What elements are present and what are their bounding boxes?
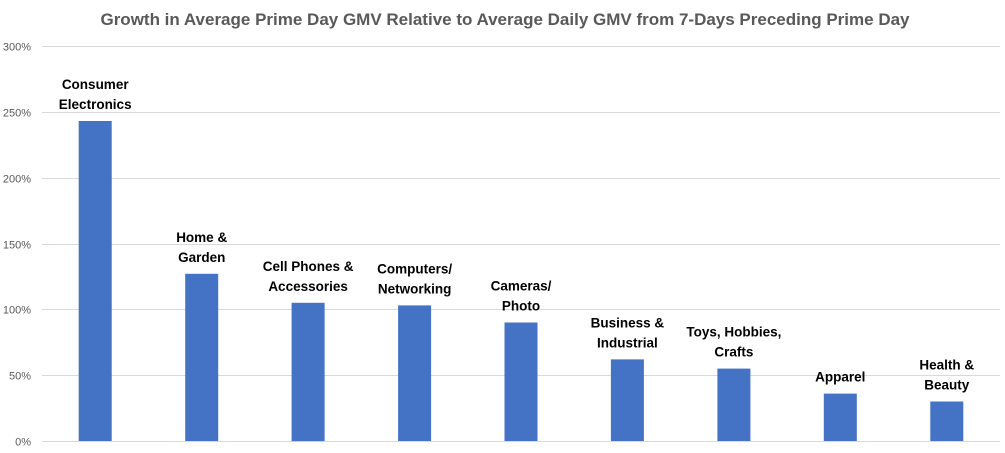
category-label-line: Apparel xyxy=(815,370,865,385)
category-label-line: Business & xyxy=(591,315,665,330)
category-label: Consumer Electronics xyxy=(59,77,132,112)
y-tick-label: 100% xyxy=(3,305,31,317)
y-tick-label: 150% xyxy=(3,240,31,252)
category-label-line: Networking xyxy=(378,281,452,296)
category-label: Toys, Hobbies, Crafts xyxy=(686,325,781,360)
bar xyxy=(78,121,112,441)
category-label-line: Computers/ xyxy=(377,261,452,276)
category-label-line: Home & xyxy=(176,230,227,245)
bar xyxy=(398,305,432,441)
category-label-line: Industrial xyxy=(597,335,658,350)
category-label-line: Garden xyxy=(178,250,225,265)
bar xyxy=(930,401,964,441)
y-tick-label: 50% xyxy=(9,371,31,383)
category-label-line: Cell Phones & xyxy=(263,259,354,274)
bar xyxy=(291,302,325,442)
category-label: Cameras/Photo xyxy=(491,279,552,314)
category-label: Home & Garden xyxy=(176,230,227,265)
category-label-line: Beauty xyxy=(924,378,970,393)
category-label-line: Toys, Hobbies, xyxy=(686,325,781,340)
y-tick-label: 250% xyxy=(3,108,31,120)
category-label: Computers/Networking xyxy=(377,261,452,296)
bar xyxy=(504,322,538,441)
category-label: Business & Industrial xyxy=(591,315,665,350)
category-label-line: Crafts xyxy=(714,345,753,360)
bar xyxy=(610,359,644,441)
y-axis-ticks: 0% 50% 100% 150% 200% 250% 300% xyxy=(3,42,31,449)
category-label-line: Health & xyxy=(919,358,974,373)
category-label-line: Accessories xyxy=(268,279,348,294)
y-tick-label: 300% xyxy=(3,42,31,54)
bars xyxy=(78,121,964,442)
bar xyxy=(185,273,219,441)
category-label-line: Cameras/ xyxy=(491,279,552,294)
category-label: Apparel xyxy=(815,370,865,385)
y-tick-label: 0% xyxy=(15,437,31,449)
y-tick-label: 200% xyxy=(3,174,31,186)
category-label-line: Consumer xyxy=(62,77,130,92)
chart-title: Growth in Average Prime Day GMV Relative… xyxy=(100,10,910,29)
bar xyxy=(717,368,751,441)
category-label: Health & Beauty xyxy=(919,358,974,393)
bar xyxy=(823,393,857,441)
category-label-line: Electronics xyxy=(59,97,132,112)
category-label-line: Photo xyxy=(502,299,540,314)
category-label: Cell Phones & Accessories xyxy=(263,259,354,294)
category-labels: Consumer Electronics Home & Garden Cell Phon… xyxy=(59,77,975,393)
